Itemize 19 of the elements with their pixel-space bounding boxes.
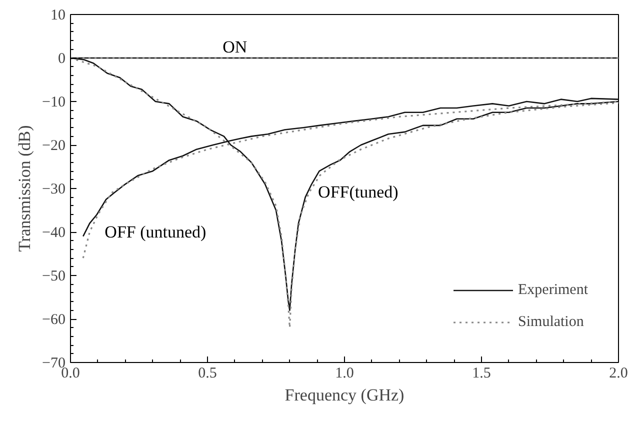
x-tick-label: 1.5 bbox=[472, 366, 491, 382]
x-tick-label: 0.5 bbox=[198, 366, 217, 382]
y-tick-label: −40 bbox=[42, 225, 66, 241]
y-tick-label: −10 bbox=[42, 94, 66, 110]
y-tick-label: −30 bbox=[42, 182, 66, 198]
y-axis-title: Transmission (dB) bbox=[15, 125, 34, 252]
annotation: OFF(tuned) bbox=[318, 182, 398, 202]
y-tick-label: −50 bbox=[42, 268, 66, 284]
x-tick-label: 1.0 bbox=[335, 366, 354, 382]
y-tick-label: −20 bbox=[42, 138, 66, 154]
x-axis-title: Frequency (GHz) bbox=[284, 386, 404, 404]
y-tick-label: 0 bbox=[58, 51, 66, 67]
annotation: OFF (untuned) bbox=[104, 222, 206, 242]
legend-label: Simulation bbox=[518, 314, 584, 330]
annotation: ON bbox=[222, 38, 248, 57]
y-tick-label: 10 bbox=[50, 8, 66, 24]
legend-label: Experiment bbox=[518, 282, 588, 298]
x-tick-label: 2.0 bbox=[609, 366, 628, 382]
y-tick-label: −60 bbox=[42, 312, 66, 328]
